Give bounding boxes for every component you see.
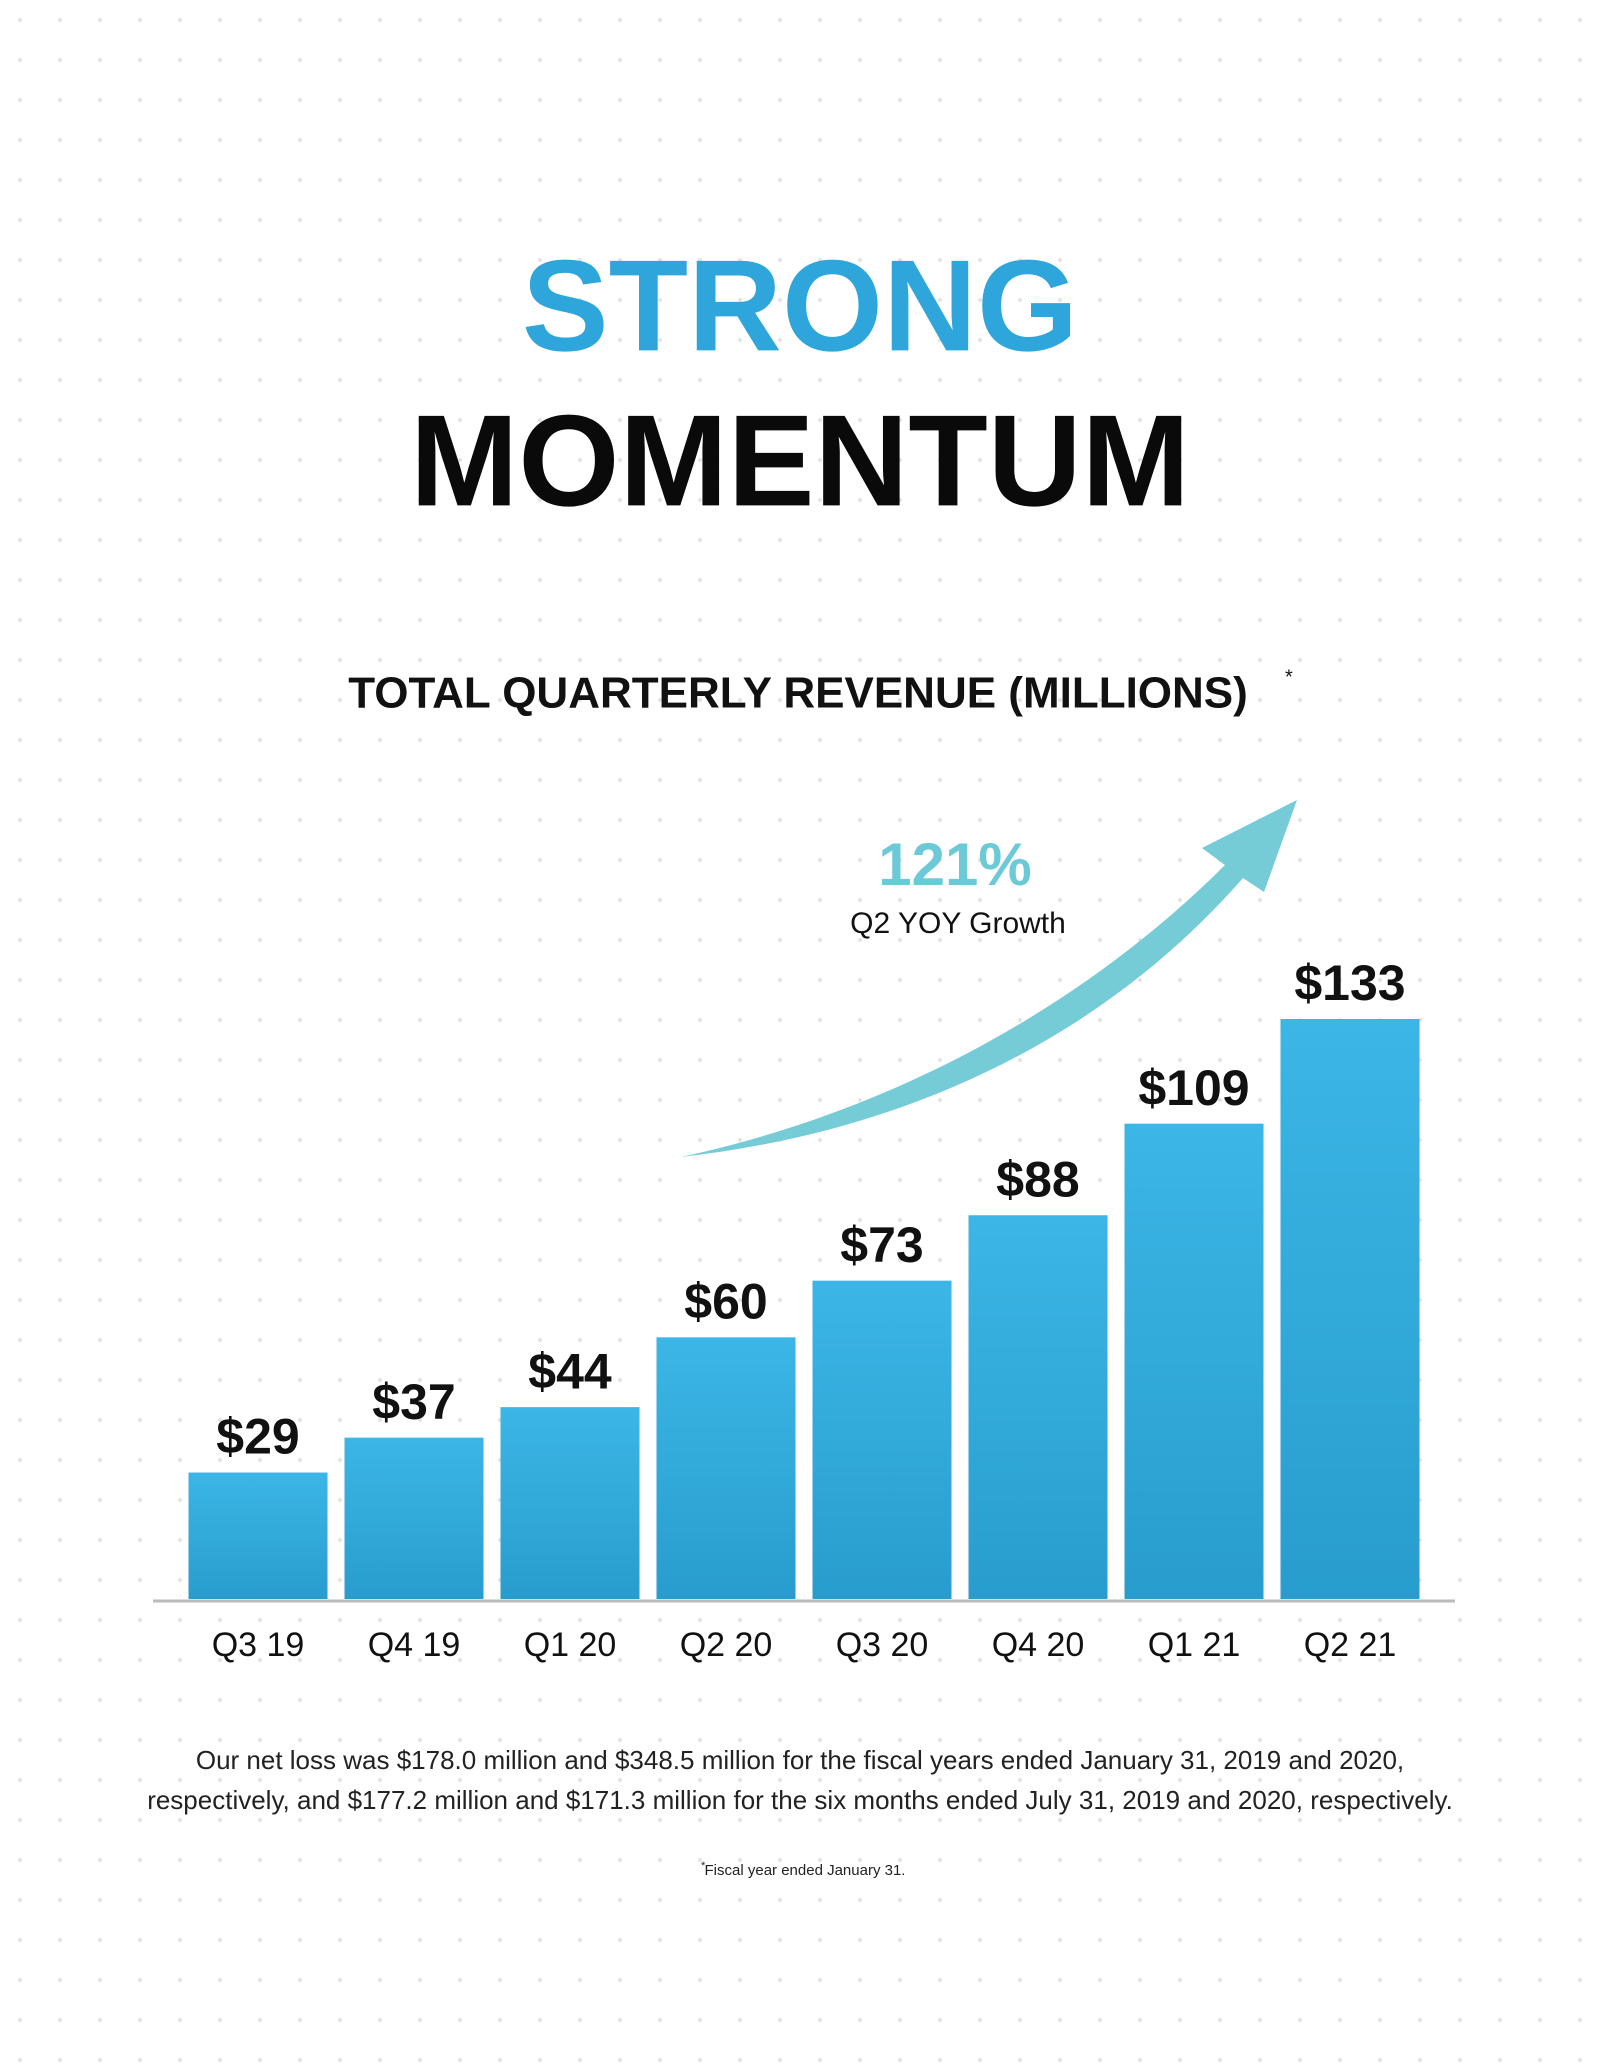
growth-label: Q2 YOY Growth bbox=[850, 907, 1066, 940]
bar bbox=[188, 1472, 328, 1599]
headline-line1: STRONG bbox=[522, 232, 1078, 378]
bar bbox=[1280, 1019, 1420, 1599]
x-tick-label: Q2 21 bbox=[1304, 1626, 1397, 1664]
value-label: $60 bbox=[684, 1274, 767, 1330]
growth-value: 121% bbox=[878, 831, 1031, 898]
bar bbox=[500, 1407, 640, 1599]
chart-title: TOTAL QUARTERLY REVENUE (MILLIONS) bbox=[348, 669, 1248, 718]
x-tick-label: Q3 19 bbox=[212, 1626, 305, 1664]
value-label: $73 bbox=[840, 1217, 923, 1273]
x-tick-label: Q4 20 bbox=[992, 1626, 1085, 1664]
x-tick-label: Q1 21 bbox=[1148, 1626, 1241, 1664]
value-label: $88 bbox=[996, 1151, 1079, 1207]
fiscal-marker: * bbox=[701, 1860, 706, 1872]
bar bbox=[968, 1215, 1108, 1599]
value-label: $44 bbox=[528, 1343, 612, 1399]
footnote-line: respectively, and $177.2 million and $17… bbox=[147, 1785, 1453, 1815]
value-label: $109 bbox=[1138, 1060, 1249, 1116]
fiscal-note: Fiscal year ended January 31. bbox=[705, 1862, 906, 1879]
footnote-line: Our net loss was $178.0 million and $348… bbox=[196, 1745, 1404, 1775]
bar bbox=[812, 1280, 952, 1599]
x-tick-label: Q4 19 bbox=[368, 1626, 461, 1664]
x-tick-label: Q2 20 bbox=[680, 1626, 773, 1664]
x-tick-label: Q1 20 bbox=[524, 1626, 617, 1664]
headline-line2: MOMENTUM bbox=[410, 387, 1190, 533]
bar bbox=[1124, 1123, 1264, 1599]
value-label: $29 bbox=[216, 1409, 299, 1465]
bar bbox=[656, 1337, 796, 1599]
x-tick-label: Q3 20 bbox=[836, 1626, 929, 1664]
growth-arrow bbox=[681, 800, 1297, 1157]
value-label: $133 bbox=[1294, 955, 1405, 1011]
bar bbox=[344, 1437, 484, 1599]
title-marker: * bbox=[1285, 666, 1293, 688]
value-label: $37 bbox=[372, 1374, 455, 1430]
